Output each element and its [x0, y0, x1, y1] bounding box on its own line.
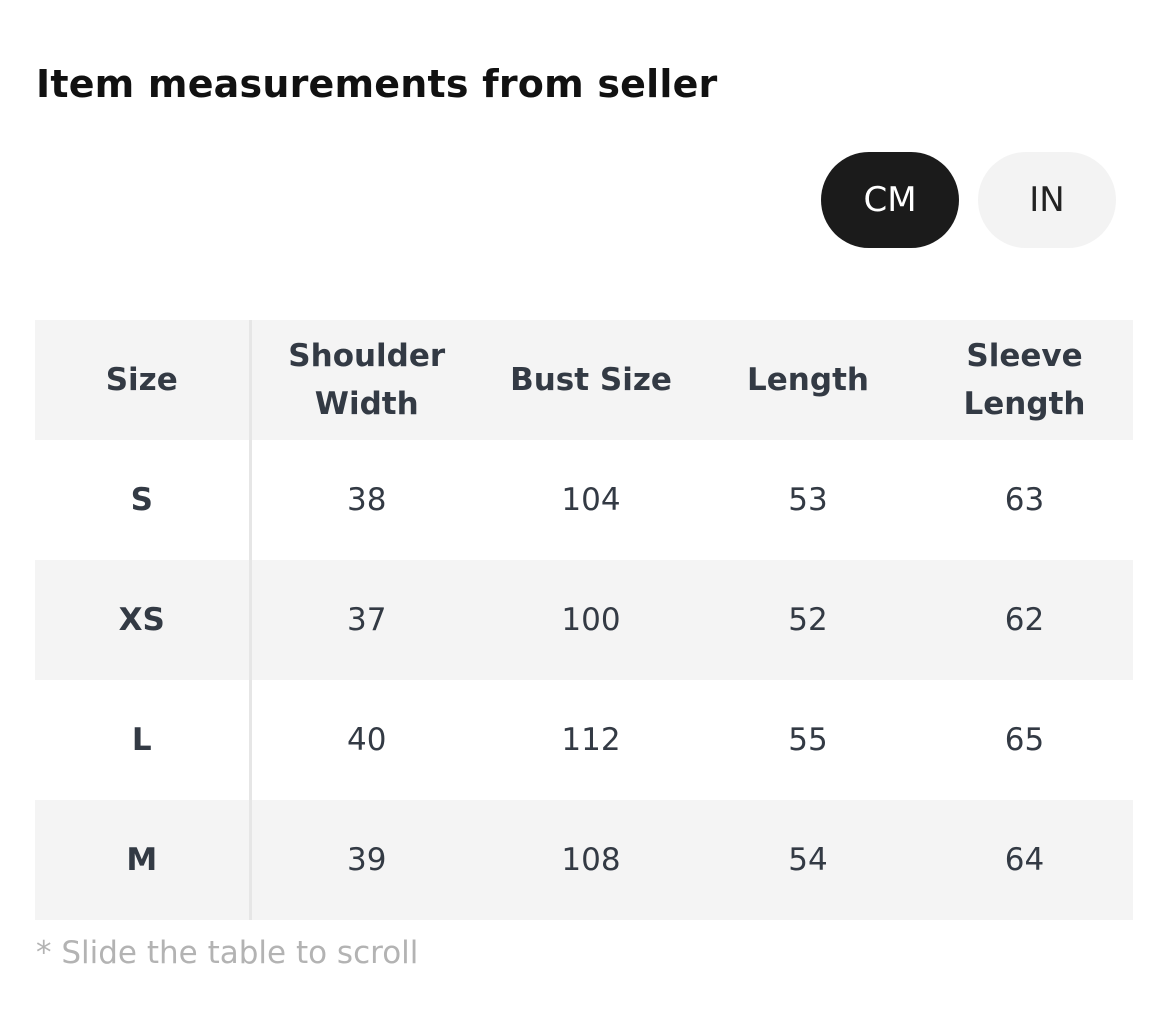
table-head: Size Shoulder Width Bust Size Length Sleeve …: [35, 320, 1133, 440]
table-row: L 40 112 55 65: [35, 680, 1133, 800]
measurement-cell: 108: [561, 842, 621, 878]
column-header: Bust Size: [510, 362, 672, 398]
unit-button[interactable]: CM: [821, 152, 959, 248]
table-row: M 39 108 54 64: [35, 800, 1133, 920]
measurements-table: Size Shoulder Width Bust Size Length Sleeve …: [35, 320, 1135, 920]
title: Item measurements from seller: [36, 62, 718, 106]
measurement-cell: 65: [1004, 722, 1045, 758]
column-header: Length: [747, 362, 869, 398]
measurement-cell: 104: [561, 482, 621, 518]
size-cell: L: [35, 680, 252, 800]
footnote: * Slide the table to scroll: [36, 935, 419, 971]
measurement-cell: 63: [1004, 482, 1045, 518]
column-header: Size: [35, 320, 252, 440]
size-cell: XS: [35, 560, 252, 680]
header-row: Size Shoulder Width Bust Size Length Sleeve …: [35, 320, 1133, 440]
size-cell: S: [35, 440, 252, 560]
measurement-cell: 62: [1004, 602, 1045, 638]
measurement-cell: 37: [347, 602, 387, 638]
table-row: S 38 104 53 63: [35, 440, 1133, 560]
column-header: Shoulder Width: [288, 338, 446, 422]
measurement-cell: 54: [788, 842, 828, 878]
measurement-cell: 53: [788, 482, 828, 518]
column-header: Sleeve Length: [963, 338, 1086, 422]
table-row: XS 37 100 52 62: [35, 560, 1133, 680]
unit-button[interactable]: IN: [978, 152, 1116, 248]
table-body: S 38 104 53 63 XS 37 100 52 62 L 40 112 55 65 M 39 108 54 6…: [35, 440, 1133, 920]
measurement-cell: 38: [347, 482, 387, 518]
measurement-cell: 64: [1004, 842, 1045, 878]
measurement-cell: 55: [788, 722, 828, 758]
size-cell: M: [35, 800, 252, 920]
measurement-cell: 52: [788, 602, 828, 638]
measurement-cell: 100: [561, 602, 621, 638]
unit-toggle: CM IN: [821, 152, 1116, 248]
measurement-cell: 112: [561, 722, 621, 758]
measurement-cell: 39: [347, 842, 387, 878]
measurement-cell: 40: [347, 722, 387, 758]
